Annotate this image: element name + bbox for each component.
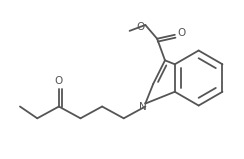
Text: O: O xyxy=(178,28,186,38)
Text: N: N xyxy=(139,101,146,111)
Text: O: O xyxy=(136,22,144,32)
Text: O: O xyxy=(55,76,63,86)
